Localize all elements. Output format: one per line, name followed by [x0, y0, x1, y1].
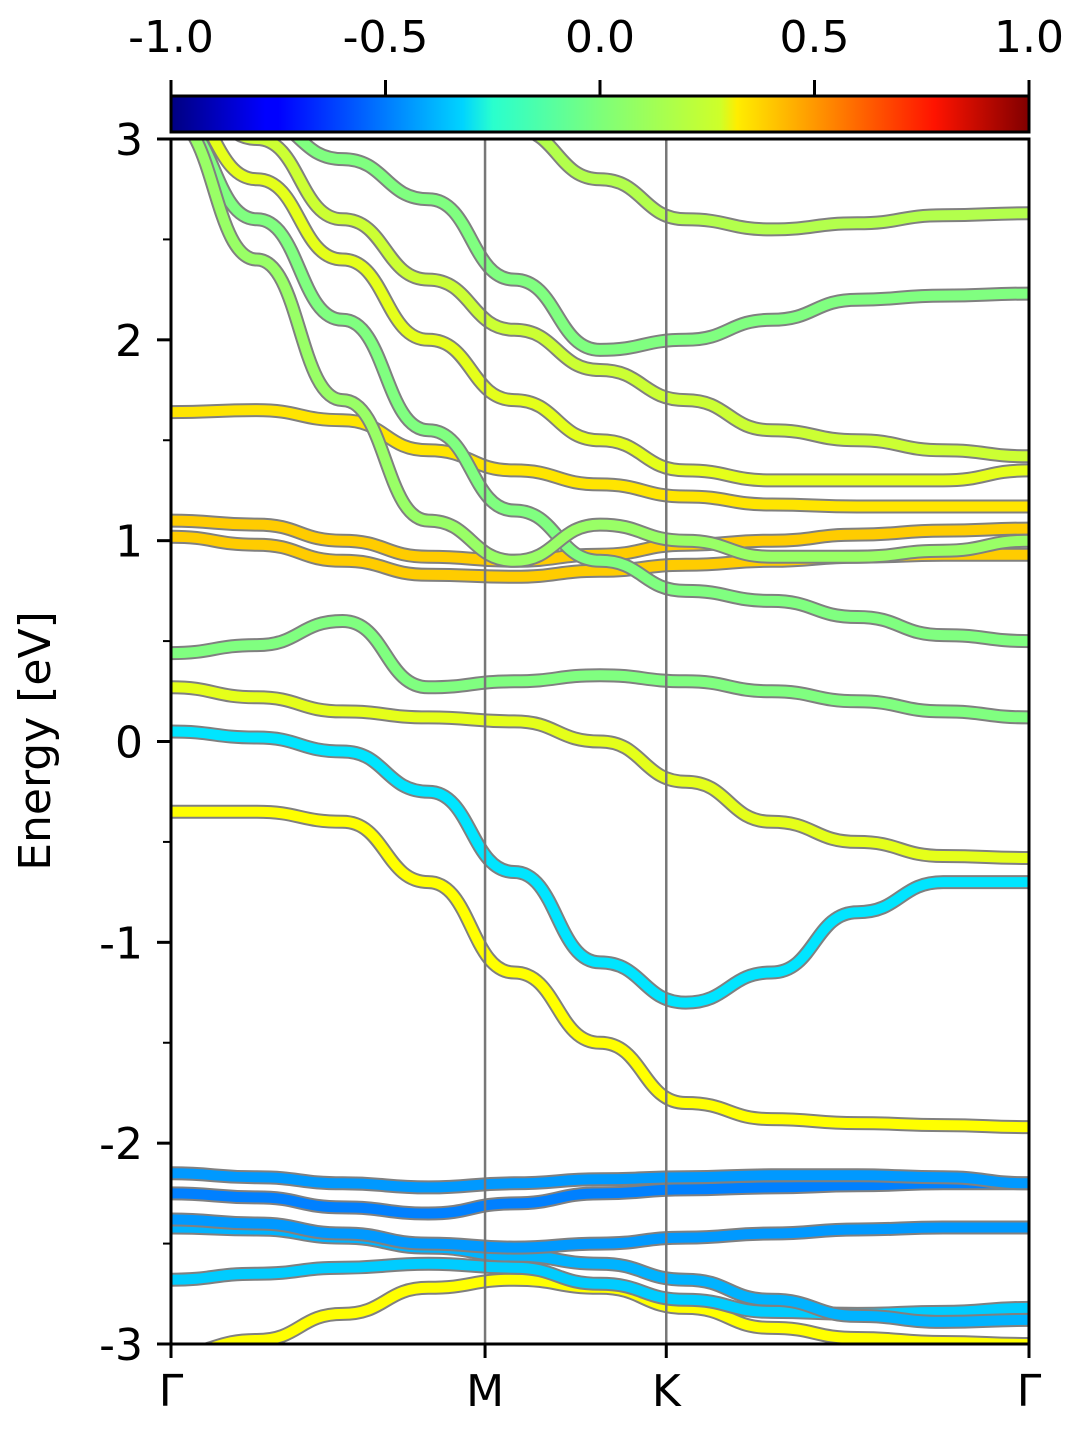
band-outline — [171, 804, 1029, 1135]
band-line — [533, 139, 1029, 235]
band-line — [171, 405, 1029, 512]
y-tick-label: 3 — [115, 115, 143, 166]
plot-area: 3 2 1 0 -1 -2 -3 Γ M K Γ — [99, 115, 1042, 1417]
colorbar-ticks: -1.0 -0.5 0.0 0.5 1.0 — [128, 12, 1064, 96]
colorbar-tick-label: 0.5 — [780, 12, 850, 63]
band-line — [171, 682, 1029, 863]
band-line — [171, 1214, 1029, 1253]
band-line — [189, 139, 1029, 566]
y-tick-label: 1 — [115, 517, 143, 568]
y-tick-label: -2 — [99, 1119, 143, 1170]
x-tick-label: Γ — [159, 1366, 184, 1417]
colorbar-tick-label: -1.0 — [128, 12, 214, 63]
x-tick-label: K — [652, 1366, 682, 1417]
band-line — [171, 1168, 1029, 1193]
y-tick-label: 0 — [115, 718, 143, 769]
band-line — [208, 139, 1029, 486]
band-line — [171, 726, 1029, 1008]
y-axis: 3 2 1 0 -1 -2 -3 — [99, 115, 171, 1371]
y-tick-label: -3 — [99, 1320, 143, 1371]
x-tick-label: Γ — [1017, 1366, 1042, 1417]
band-line — [171, 615, 1029, 723]
band-line — [171, 1178, 1029, 1219]
y-tick-label: 2 — [115, 316, 143, 367]
band-outline — [529, 139, 1029, 237]
y-tick-label: -1 — [99, 918, 143, 969]
band-line — [236, 139, 1029, 462]
y-axis-label: Energy [eV] — [10, 611, 61, 871]
colorbar-tick-label: -0.5 — [343, 12, 429, 63]
colorbar-tick-label: 0.0 — [565, 12, 635, 63]
band-line — [171, 806, 1029, 1133]
band-outline — [171, 403, 1029, 514]
bands — [171, 139, 1029, 1344]
colorbar-tick-label: 1.0 — [994, 12, 1064, 63]
colorbar-gradient — [169, 94, 1031, 134]
colorbar: -1.0 -0.5 0.0 0.5 1.0 — [128, 12, 1064, 134]
band-outline — [205, 139, 1029, 488]
high-symmetry-lines — [483, 139, 668, 1344]
band-line — [292, 139, 1029, 355]
band-line — [193, 139, 1029, 647]
x-tick-label: M — [466, 1366, 504, 1417]
